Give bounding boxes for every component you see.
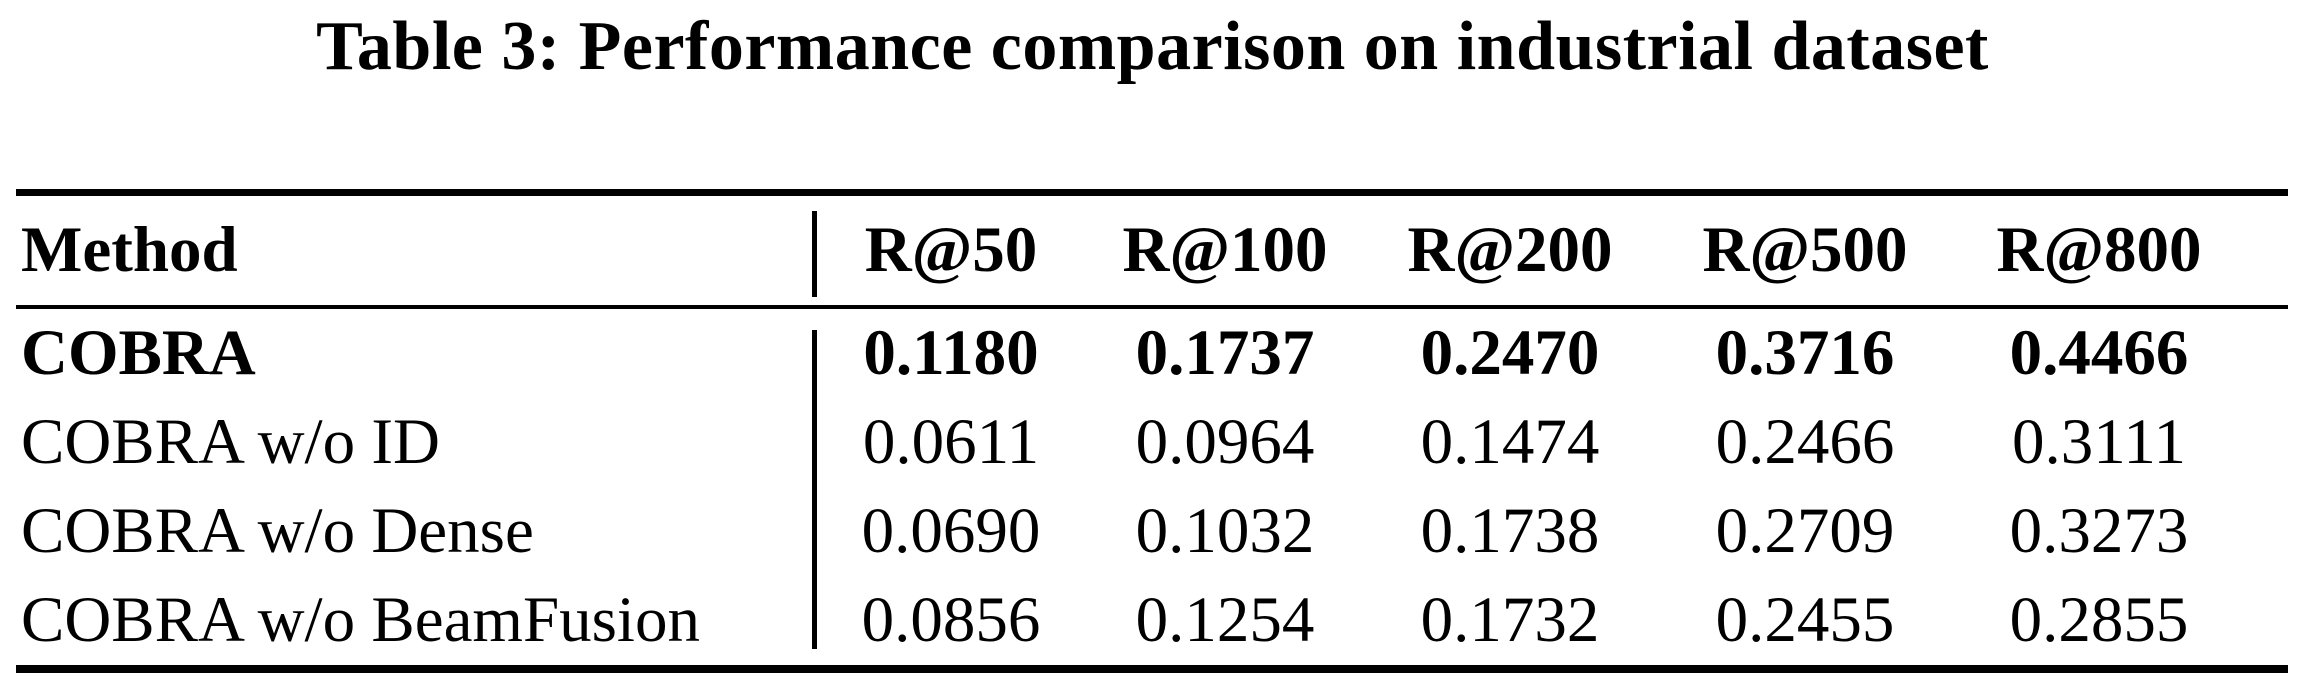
value-cell: 0.0611 bbox=[862, 406, 1040, 478]
method-cell: COBRA bbox=[21, 317, 256, 389]
value-cell: 0.0856 bbox=[861, 584, 1041, 656]
table-row-cobra: COBRA 0.1180 0.1737 0.2470 0.3716 0.4466 bbox=[16, 309, 2288, 398]
value-cell: 0.4466 bbox=[2009, 317, 2189, 389]
value-cell: 0.1254 bbox=[1135, 584, 1315, 656]
table-row-cobra-wo-id: COBRA w/o ID 0.0611 0.0964 0.1474 0.2466… bbox=[16, 398, 2288, 487]
value-cell: 0.3111 bbox=[2012, 406, 2186, 478]
column-divider-header bbox=[812, 211, 817, 297]
value-cell: 0.2470 bbox=[1420, 317, 1600, 389]
value-cell: 0.1732 bbox=[1420, 584, 1600, 656]
value-cell: 0.1032 bbox=[1135, 495, 1315, 567]
value-cell: 0.2455 bbox=[1715, 584, 1895, 656]
value-cell: 0.1474 bbox=[1420, 406, 1600, 478]
method-cell: COBRA w/o Dense bbox=[21, 495, 534, 567]
method-cell: COBRA w/o BeamFusion bbox=[21, 584, 700, 656]
value-cell: 0.2709 bbox=[1715, 495, 1895, 567]
method-cell: COBRA w/o ID bbox=[21, 406, 440, 478]
header-rule bbox=[16, 305, 2288, 309]
col-header-r200: R@200 bbox=[1407, 214, 1613, 286]
header-row: Method R@50 R@100 R@200 R@500 R@800 bbox=[16, 196, 2288, 305]
table-row-cobra-wo-dense: COBRA w/o Dense 0.0690 0.1032 0.1738 0.2… bbox=[16, 487, 2288, 576]
value-cell: 0.1180 bbox=[863, 317, 1039, 389]
col-header-r100: R@100 bbox=[1122, 214, 1328, 286]
value-cell: 0.3273 bbox=[2009, 495, 2189, 567]
value-cell: 0.0964 bbox=[1135, 406, 1315, 478]
table-row-cobra-wo-beamfusion: COBRA w/o BeamFusion 0.0856 0.1254 0.173… bbox=[16, 576, 2288, 665]
col-header-r50: R@50 bbox=[864, 214, 1038, 286]
value-cell: 0.2855 bbox=[2009, 584, 2189, 656]
value-cell: 0.3716 bbox=[1715, 317, 1895, 389]
column-divider-body bbox=[812, 330, 817, 649]
bottom-rule bbox=[16, 665, 2288, 673]
top-rule bbox=[16, 189, 2288, 196]
value-cell: 0.0690 bbox=[861, 495, 1041, 567]
col-header-r800: R@800 bbox=[1996, 214, 2202, 286]
value-cell: 0.1738 bbox=[1420, 495, 1600, 567]
table-caption: Table 3: Performance comparison on indus… bbox=[316, 8, 1989, 85]
col-header-method: Method bbox=[21, 214, 238, 286]
col-header-r500: R@500 bbox=[1702, 214, 1908, 286]
value-cell: 0.1737 bbox=[1135, 317, 1315, 389]
value-cell: 0.2466 bbox=[1715, 406, 1895, 478]
